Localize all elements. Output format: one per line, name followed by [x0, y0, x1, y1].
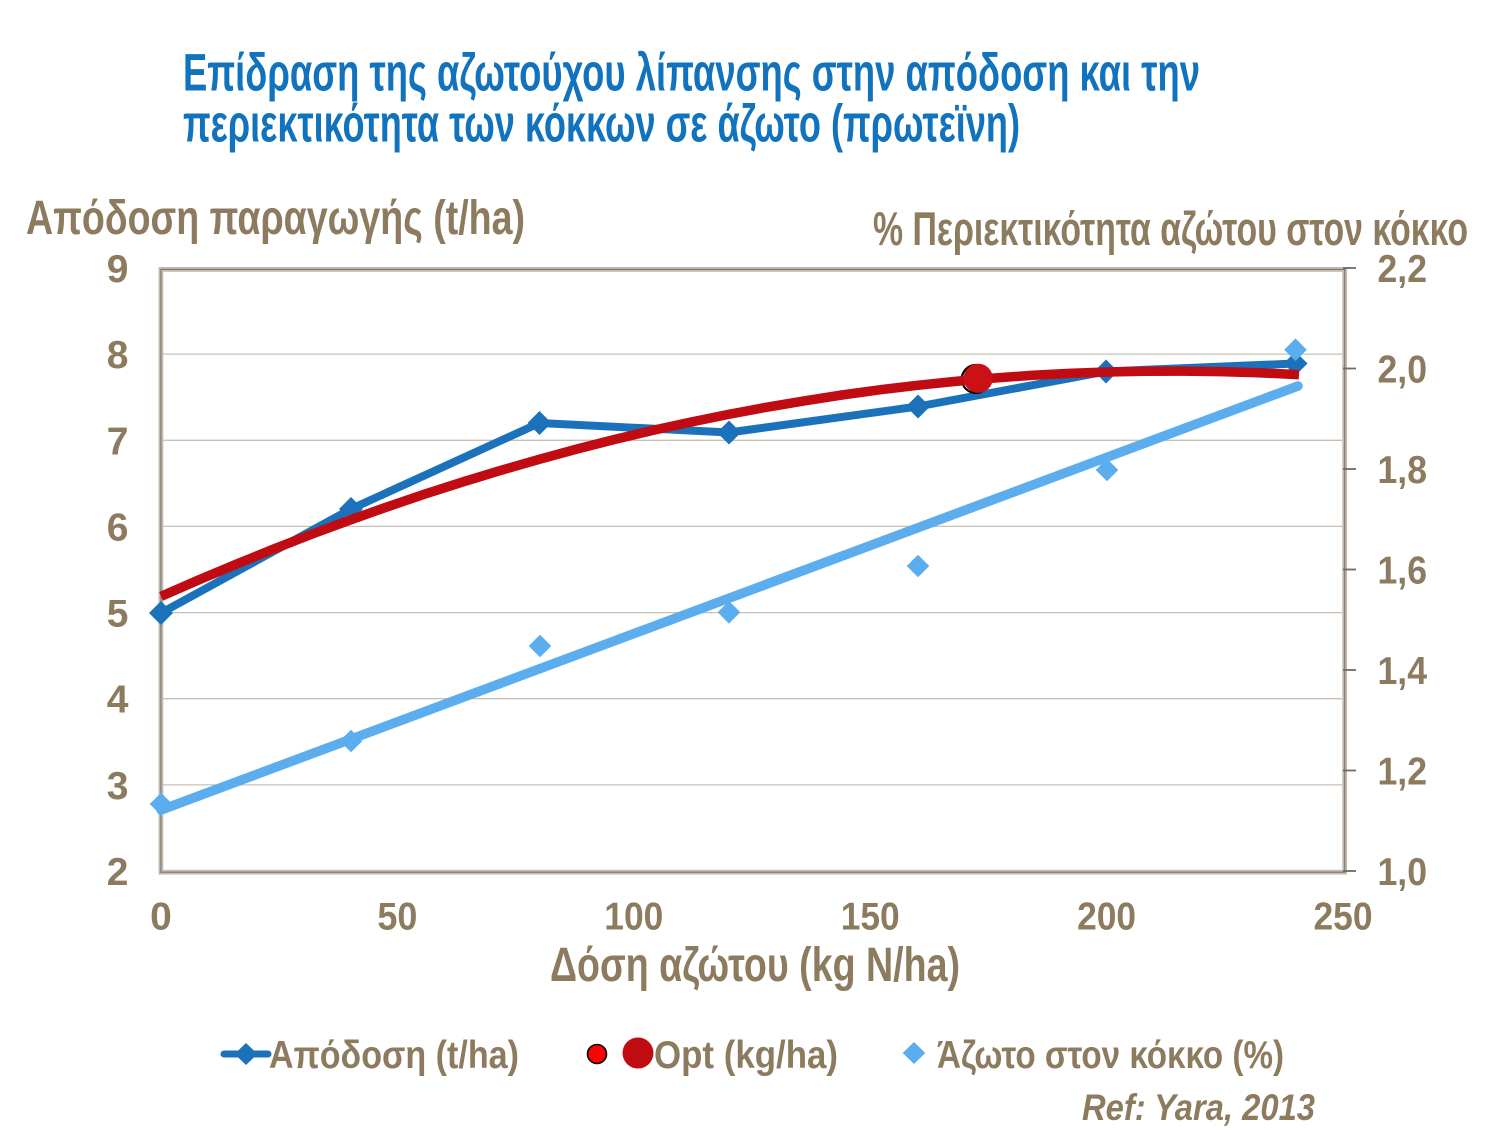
svg-text:150: 150 — [841, 896, 900, 939]
svg-text:2: 2 — [107, 851, 129, 894]
svg-text:1,2: 1,2 — [1378, 751, 1428, 794]
svg-text:Opt (kg/ha): Opt (kg/ha) — [654, 1034, 838, 1077]
svg-text:1,4: 1,4 — [1378, 650, 1428, 693]
svg-text:2,0: 2,0 — [1378, 349, 1428, 392]
svg-text:2,2: 2,2 — [1378, 248, 1428, 291]
svg-text:5: 5 — [107, 593, 129, 636]
svg-text:Απόδοση (t/ha): Απόδοση (t/ha) — [269, 1034, 519, 1077]
svg-text:0: 0 — [150, 896, 172, 939]
svg-text:Απόδοση παραγωγής (t/ha): Απόδοση παραγωγής (t/ha) — [26, 192, 525, 245]
svg-text:250: 250 — [1314, 896, 1373, 939]
svg-text:Άζωτο στον κόκκο (%): Άζωτο στον κόκκο (%) — [937, 1034, 1284, 1077]
svg-text:6: 6 — [107, 506, 129, 549]
svg-text:1,0: 1,0 — [1378, 851, 1428, 894]
svg-text:4: 4 — [107, 679, 129, 722]
svg-text:1,8: 1,8 — [1378, 449, 1428, 492]
svg-text:% Περιεκτικότητα αζώτου στον κ: % Περιεκτικότητα αζώτου στον κόκκο — [873, 202, 1468, 255]
svg-text:9: 9 — [107, 248, 129, 291]
svg-text:Δόση αζώτου (kg N/ha): Δόση αζώτου (kg N/ha) — [550, 939, 960, 992]
svg-text:3: 3 — [107, 765, 129, 808]
svg-text:Ref: Yara, 2013: Ref: Yara, 2013 — [1082, 1087, 1315, 1128]
svg-text:200: 200 — [1077, 896, 1136, 939]
svg-text:8: 8 — [107, 334, 129, 377]
svg-text:περιεκτικότητα των κόκκων σε ά: περιεκτικότητα των κόκκων σε άζωτο (πρωτ… — [183, 95, 1020, 154]
svg-text:Επίδραση της αζωτούχου λίπανση: Επίδραση της αζωτούχου λίπανσης στην από… — [183, 44, 1200, 103]
svg-text:100: 100 — [604, 896, 663, 939]
svg-text:50: 50 — [377, 896, 417, 939]
svg-text:7: 7 — [107, 420, 129, 463]
svg-text:1,6: 1,6 — [1378, 550, 1428, 593]
